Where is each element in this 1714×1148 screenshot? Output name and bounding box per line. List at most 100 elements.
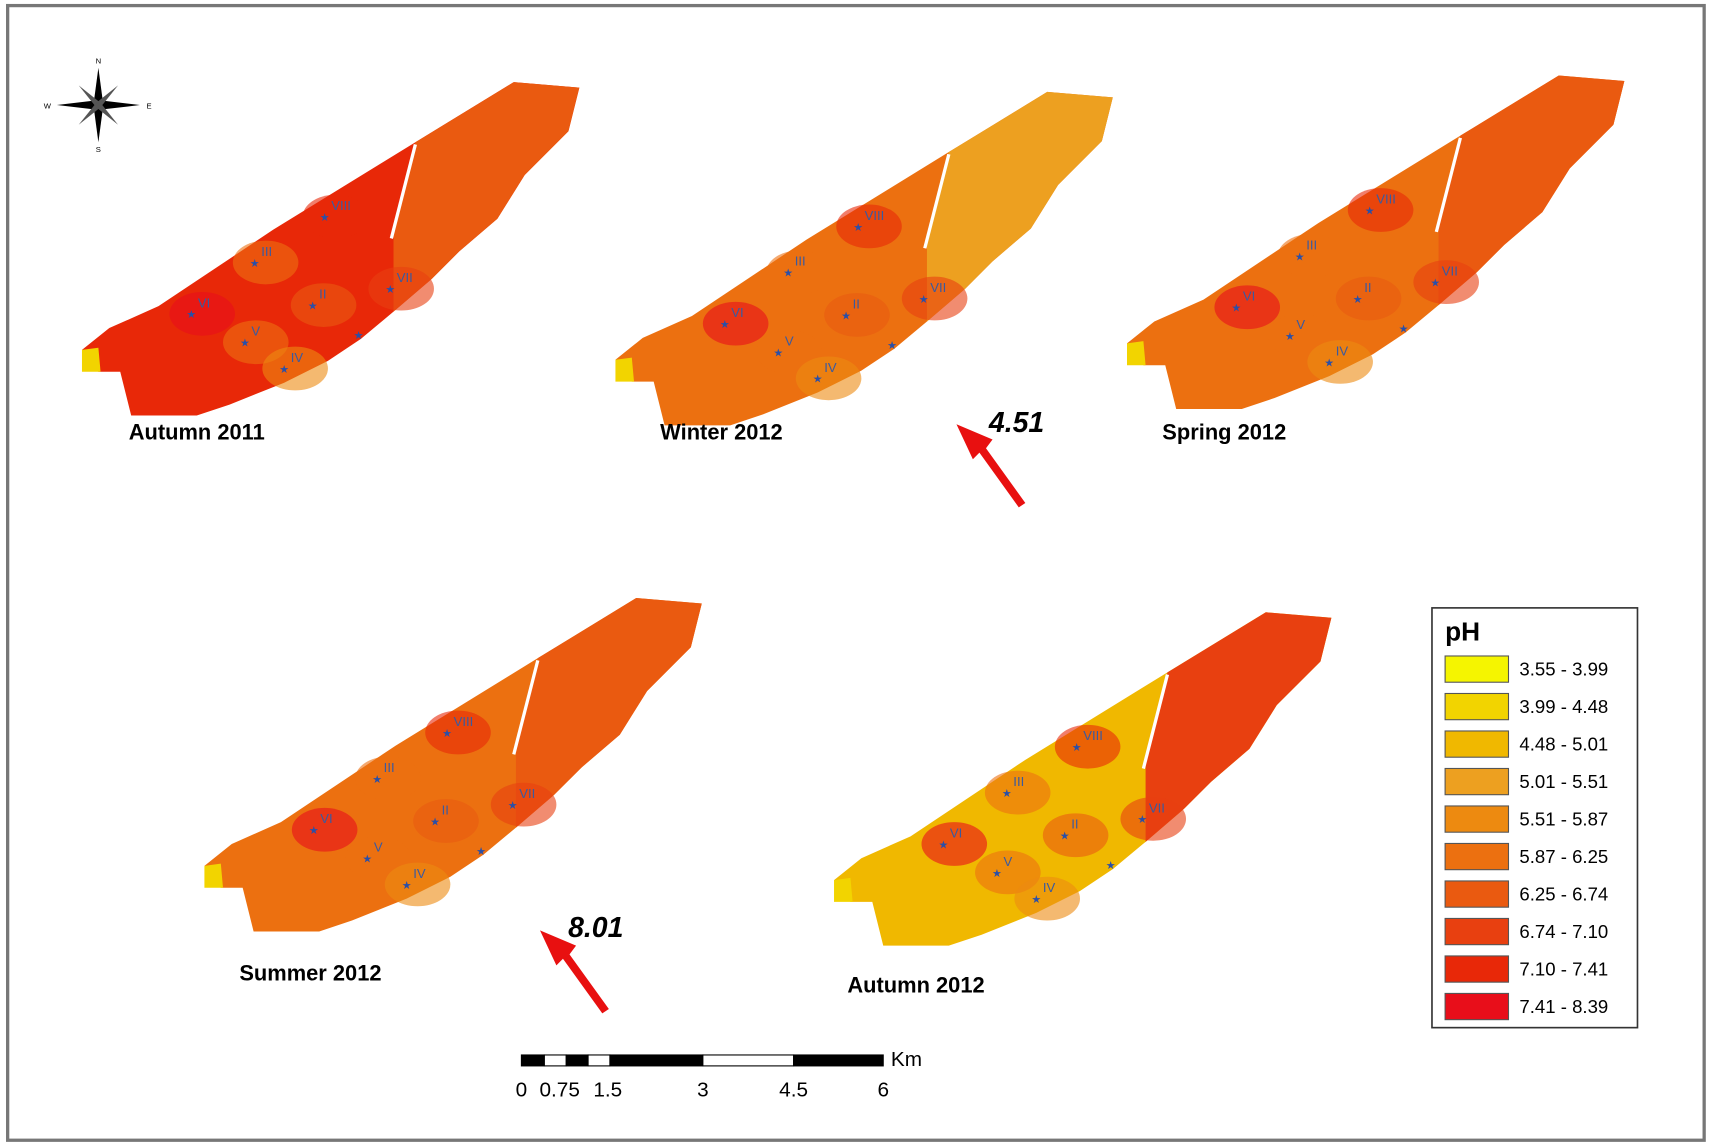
- station-star: ★: [1002, 788, 1012, 800]
- station-star: ★: [402, 880, 412, 892]
- scale-label: 6: [877, 1079, 889, 1102]
- legend-swatch: [1445, 918, 1508, 944]
- legend-title: pH: [1445, 617, 1480, 647]
- station-label: VI: [320, 811, 332, 826]
- station-star: ★: [508, 800, 518, 812]
- station-label: II: [319, 287, 326, 302]
- legend-swatch: [1445, 656, 1508, 682]
- station-star: ★: [372, 774, 382, 786]
- station-star: ★: [783, 268, 793, 280]
- legend-label: 3.55 - 3.99: [1519, 659, 1608, 680]
- compass-n: N: [96, 57, 102, 66]
- legend-swatch: [1445, 993, 1508, 1019]
- station-star: ★: [354, 330, 364, 342]
- station-star: ★: [442, 728, 452, 740]
- station-label: V: [374, 840, 383, 855]
- annotation: 4.51: [988, 407, 1044, 439]
- map-inlet: [1127, 341, 1146, 365]
- station-label: VI: [1243, 289, 1255, 304]
- station-star: ★: [1060, 831, 1070, 843]
- map-inlet: [204, 864, 223, 888]
- scale-segment: [544, 1055, 566, 1066]
- legend-label: 7.41 - 8.39: [1519, 996, 1608, 1017]
- station-star: ★: [430, 816, 440, 828]
- legend-label: 5.01 - 5.51: [1519, 771, 1608, 792]
- map-inlet: [834, 878, 853, 902]
- station-label: II: [442, 802, 449, 817]
- scale-segment: [566, 1055, 588, 1066]
- station-label: III: [384, 760, 395, 775]
- station-star: ★: [720, 319, 730, 331]
- annotation: 8.01: [568, 912, 623, 944]
- station-label: VI: [198, 295, 210, 310]
- station-label: IV: [413, 866, 426, 881]
- station-label: VIII: [1376, 191, 1396, 206]
- legend-swatch: [1445, 843, 1508, 869]
- station-label: VIII: [331, 198, 351, 213]
- station-star: ★: [309, 825, 319, 837]
- compass-e: E: [146, 101, 151, 110]
- map-title: Spring 2012: [1162, 420, 1286, 445]
- legend-label: 6.25 - 6.74: [1519, 884, 1608, 905]
- station-label: VIII: [865, 208, 885, 223]
- station-star: ★: [320, 212, 330, 224]
- station-star: ★: [841, 310, 851, 322]
- station-star: ★: [385, 284, 395, 296]
- legend-swatch: [1445, 881, 1508, 907]
- station-star: ★: [1353, 294, 1363, 306]
- station-star: ★: [279, 364, 289, 376]
- station-label: V: [251, 324, 260, 339]
- scale-label: 4.5: [779, 1079, 808, 1102]
- legend-swatch: [1445, 731, 1508, 757]
- station-label: VIII: [1083, 728, 1103, 743]
- station-star: ★: [1365, 205, 1375, 217]
- station-star: ★: [1231, 303, 1241, 315]
- legend-swatch: [1445, 768, 1508, 794]
- station-label: IV: [291, 350, 304, 365]
- scale-segment: [588, 1055, 610, 1066]
- station-label: III: [261, 244, 272, 259]
- scale-label: 0.75: [539, 1079, 579, 1102]
- station-label: V: [1003, 854, 1012, 869]
- legend-label: 6.74 - 7.10: [1519, 921, 1608, 942]
- station-label: III: [1013, 774, 1024, 789]
- scale-segment: [610, 1055, 703, 1066]
- station-label: IV: [1336, 343, 1349, 358]
- station-star: ★: [1430, 278, 1440, 290]
- scale-segment: [521, 1055, 544, 1066]
- station-star: ★: [853, 222, 863, 234]
- station-label: VIII: [454, 714, 474, 729]
- station-star: ★: [887, 340, 897, 352]
- station-label: VII: [930, 280, 946, 295]
- legend-label: 7.10 - 7.41: [1519, 959, 1608, 980]
- station-star: ★: [250, 258, 260, 270]
- station-star: ★: [1137, 814, 1147, 826]
- station-label: V: [1296, 317, 1305, 332]
- station-star: ★: [938, 839, 948, 851]
- map-inlet: [82, 348, 101, 372]
- station-label: VI: [950, 825, 962, 840]
- station-star: ★: [308, 300, 318, 312]
- map-title: Autumn 2012: [847, 973, 984, 998]
- station-star: ★: [1072, 742, 1082, 754]
- legend-swatch: [1445, 956, 1508, 982]
- station-label: V: [785, 334, 794, 349]
- station-label: II: [1364, 280, 1371, 295]
- station-star: ★: [476, 846, 486, 858]
- map-title: Winter 2012: [660, 420, 783, 445]
- map-inlet: [615, 358, 634, 382]
- station-label: III: [1306, 237, 1317, 252]
- station-star: ★: [362, 854, 372, 866]
- station-label: VII: [519, 786, 535, 801]
- legend-label: 5.51 - 5.87: [1519, 809, 1608, 830]
- legend-swatch: [1445, 693, 1508, 719]
- station-star: ★: [919, 294, 929, 306]
- station-label: II: [1071, 817, 1078, 832]
- scale-segment: [703, 1055, 794, 1066]
- station-label: II: [853, 296, 860, 311]
- station-star: ★: [240, 338, 250, 350]
- station-star: ★: [1324, 357, 1334, 369]
- figure: N S E W ★VIII★III★VII★VI★II★V★IV★Autumn …: [0, 0, 1714, 1148]
- station-star: ★: [813, 374, 823, 386]
- station-label: IV: [824, 360, 837, 375]
